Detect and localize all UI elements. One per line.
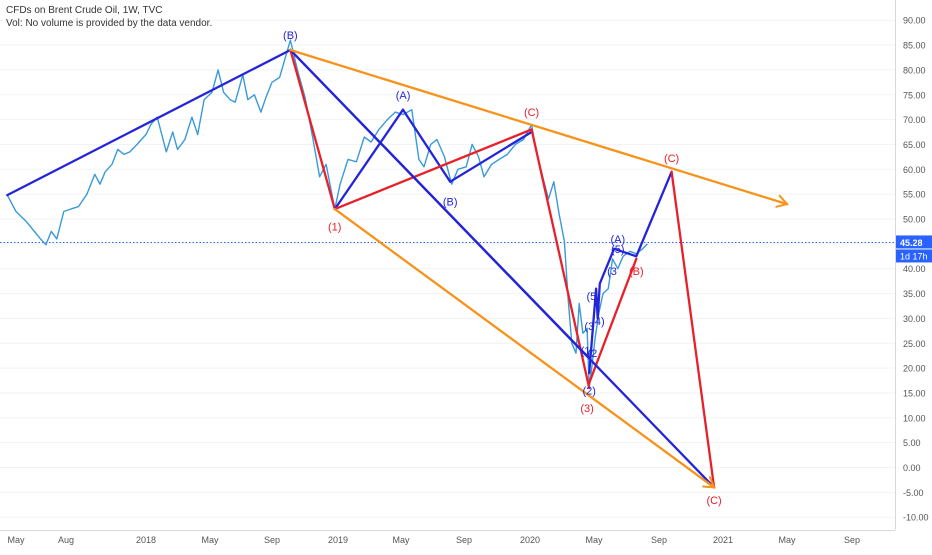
wave-label: (A) <box>610 234 625 246</box>
wave-label: 4) <box>595 316 605 328</box>
wave-label: (3) <box>580 403 593 415</box>
y-tick-label: 60.00 <box>903 165 926 175</box>
wave-label: (1 <box>581 346 591 358</box>
projection-line <box>588 257 638 385</box>
last-price-badge <box>896 235 932 249</box>
y-tick-label: 5.00 <box>903 438 921 448</box>
projection-line <box>401 108 452 183</box>
x-tick-label: 2018 <box>136 535 156 545</box>
x-tick-label: May <box>778 535 796 545</box>
y-tick-label: 50.00 <box>903 215 926 225</box>
y-tick-label: 85.00 <box>903 41 926 51</box>
projection-line <box>289 48 336 211</box>
projection-line <box>588 170 673 375</box>
last-price-label: 45.28 <box>900 238 923 248</box>
projection-line <box>289 48 716 489</box>
y-tick-label: 10.00 <box>903 413 926 423</box>
wave-label: (5) <box>611 244 624 256</box>
wave-label: (5 <box>586 291 596 303</box>
x-tick-label: May <box>392 535 410 545</box>
y-tick-label: 25.00 <box>903 339 926 349</box>
wave-label: (2 <box>588 348 598 360</box>
chart-title: CFDs on Brent Crude Oil, 1W, TVC <box>6 5 163 16</box>
projection-arrowhead <box>702 476 716 489</box>
y-tick-label: 55.00 <box>903 190 926 200</box>
y-tick-label: 65.00 <box>903 140 926 150</box>
y-tick-label: 35.00 <box>903 289 926 299</box>
wave-label: (C) <box>706 495 721 507</box>
x-tick-label: Aug <box>58 535 74 545</box>
y-tick-label: 75.00 <box>903 90 926 100</box>
projection-line <box>670 170 716 489</box>
y-tick-label: 15.00 <box>903 388 926 398</box>
x-tick-label: 2021 <box>713 535 733 545</box>
x-tick-label: Sep <box>844 535 860 545</box>
countdown-badge <box>896 249 932 263</box>
y-tick-label: 20.00 <box>903 364 926 374</box>
y-tick-label: 30.00 <box>903 314 926 324</box>
y-tick-label: -5.00 <box>903 488 924 498</box>
y-tick-label: -10.00 <box>903 513 929 523</box>
projection-line <box>289 48 789 206</box>
wave-label: (3 <box>584 321 594 333</box>
projection-line <box>6 48 292 197</box>
projection-arrowhead <box>775 194 789 208</box>
x-tick-label: Sep <box>456 535 472 545</box>
y-tick-label: 0.00 <box>903 463 921 473</box>
wave-label: (2) <box>583 385 596 397</box>
wave-label: (1) <box>328 221 341 233</box>
x-tick-label: May <box>585 535 603 545</box>
price-series-line <box>6 39 648 389</box>
wave-label: (B) <box>283 30 298 42</box>
projection-line <box>333 128 533 211</box>
y-tick-label: 80.00 <box>903 65 926 75</box>
x-tick-label: Sep <box>651 535 667 545</box>
x-tick-label: 2019 <box>328 535 348 545</box>
x-tick-label: May <box>7 535 25 545</box>
projection-line <box>333 207 716 489</box>
wave-label: (A) <box>396 90 411 102</box>
x-tick-label: 2020 <box>520 535 540 545</box>
wave-label: (C) <box>664 153 679 165</box>
y-tick-label: 70.00 <box>903 115 926 125</box>
x-tick-label: May <box>201 535 219 545</box>
x-tick-label: Sep <box>264 535 280 545</box>
wave-label: (B) <box>629 266 644 278</box>
wave-label: (3 <box>607 266 617 278</box>
projection-line <box>333 108 405 211</box>
countdown-label: 1d 17h <box>900 251 928 261</box>
wave-label: (C) <box>524 107 539 119</box>
y-tick-label: 90.00 <box>903 16 926 26</box>
projection-line <box>530 128 591 390</box>
projection-line <box>449 130 533 183</box>
y-tick-label: 40.00 <box>903 264 926 274</box>
wave-label: (B) <box>443 197 458 209</box>
volume-note: Vol: No volume is provided by the data v… <box>6 18 213 29</box>
